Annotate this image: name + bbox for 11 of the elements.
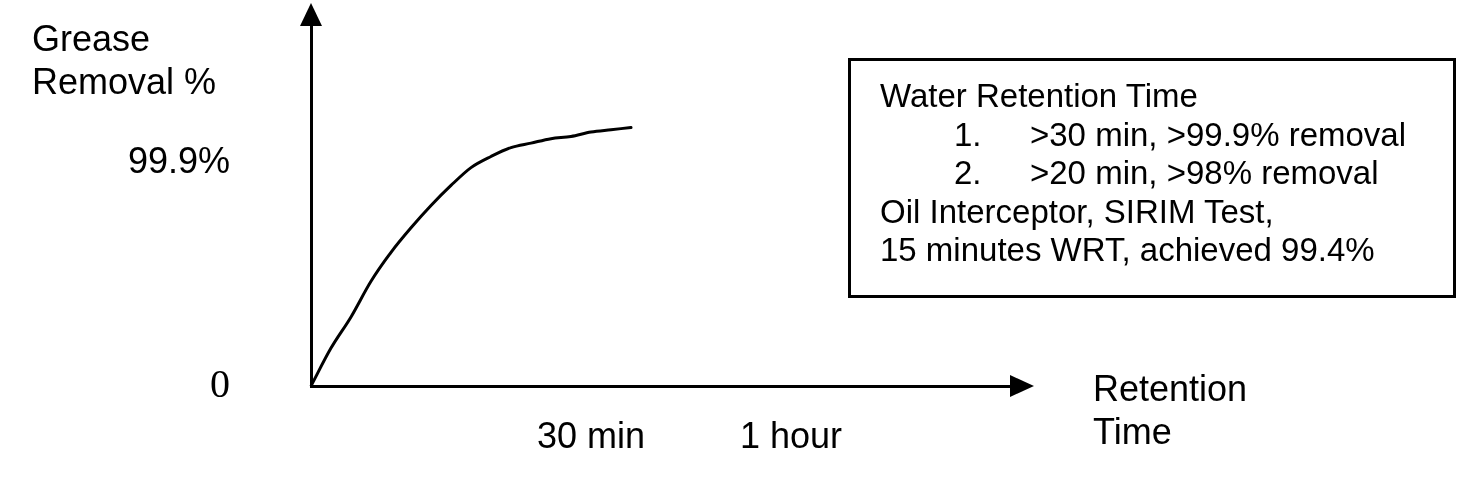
- annotation: Oil Interceptor, SIRIM Test,: [880, 192, 1274, 231]
- x-tick-label: 30 min: [536, 414, 646, 456]
- x-tick-label: 1 hour: [739, 414, 843, 456]
- annotation: 15 minutes WRT, achieved 99.4%: [880, 231, 1375, 270]
- annotation: Water Retention Time: [880, 77, 1198, 116]
- y-tick-label: 99.9%: [127, 140, 230, 182]
- x-axis-title: Retention Time: [1093, 367, 1249, 453]
- annotation: 1. >30 min, >99.9% removal: [954, 115, 1407, 154]
- y-axis-title: Grease Removal %: [32, 17, 218, 103]
- annotation: 2. >20 min, >98% removal: [954, 154, 1379, 193]
- y-tick-label: 0: [210, 360, 230, 406]
